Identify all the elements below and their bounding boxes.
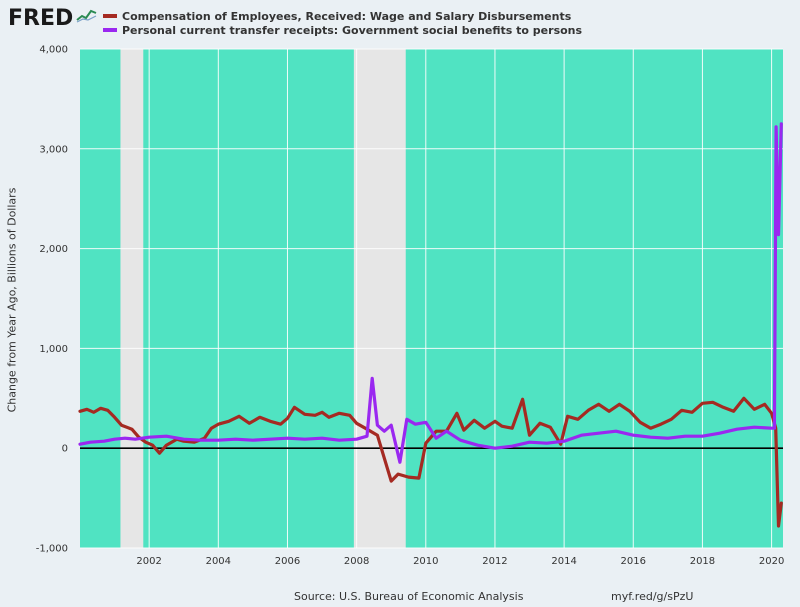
gridlines xyxy=(80,48,783,549)
legend-item-wage: Compensation of Employees, Received: Wag… xyxy=(103,10,571,23)
y-tick-label: 1,000 xyxy=(39,344,68,355)
y-tick-label: 3,000 xyxy=(39,144,68,155)
x-tick-label: 2018 xyxy=(690,556,715,567)
x-tick-label: 2012 xyxy=(482,556,507,567)
x-tick-label: 2014 xyxy=(551,556,576,567)
y-tick-label: 2,000 xyxy=(39,244,68,255)
legend-label-transfer: Personal current transfer receipts: Gove… xyxy=(122,24,583,37)
x-tick-label: 2006 xyxy=(275,556,300,567)
x-tick-label: 2008 xyxy=(344,556,369,567)
y-tick-label: -1,000 xyxy=(36,544,68,555)
x-tick-label: 2002 xyxy=(136,556,161,567)
y-tick-label: 0 xyxy=(62,444,68,455)
short-url-link[interactable]: myf.red/g/sPzU xyxy=(611,590,694,603)
x-tick-label: 2004 xyxy=(206,556,231,567)
x-tick-label: 2016 xyxy=(621,556,646,567)
x-tick-label: 2020 xyxy=(759,556,784,567)
plot-area xyxy=(80,49,783,548)
fred-sparkline-icon xyxy=(76,9,97,23)
recession-band-1 xyxy=(120,49,144,548)
legend-item-transfer: Personal current transfer receipts: Gove… xyxy=(103,24,582,37)
series-lines xyxy=(78,122,783,528)
y-tick-labels: -1,000 0 1,000 2,000 3,000 4,000 xyxy=(36,45,68,555)
plot-background xyxy=(80,49,783,548)
legend-swatch-wage xyxy=(103,14,117,18)
source-note: Source: U.S. Bureau of Economic Analysis xyxy=(294,590,524,603)
fred-logo: FRED xyxy=(8,6,74,31)
recession-shading xyxy=(120,49,406,548)
x-tick-label: 2010 xyxy=(413,556,438,567)
legend-label-wage: Compensation of Employees, Received: Wag… xyxy=(122,10,572,23)
series-line-transfer xyxy=(78,122,783,464)
y-tick-label: 4,000 xyxy=(39,45,68,56)
recession-band-2 xyxy=(353,49,406,548)
x-tick-labels: 2002 2004 2006 2008 2010 2012 2014 2016 2018 2020 xyxy=(136,556,784,567)
legend-swatch-transfer xyxy=(103,28,117,32)
